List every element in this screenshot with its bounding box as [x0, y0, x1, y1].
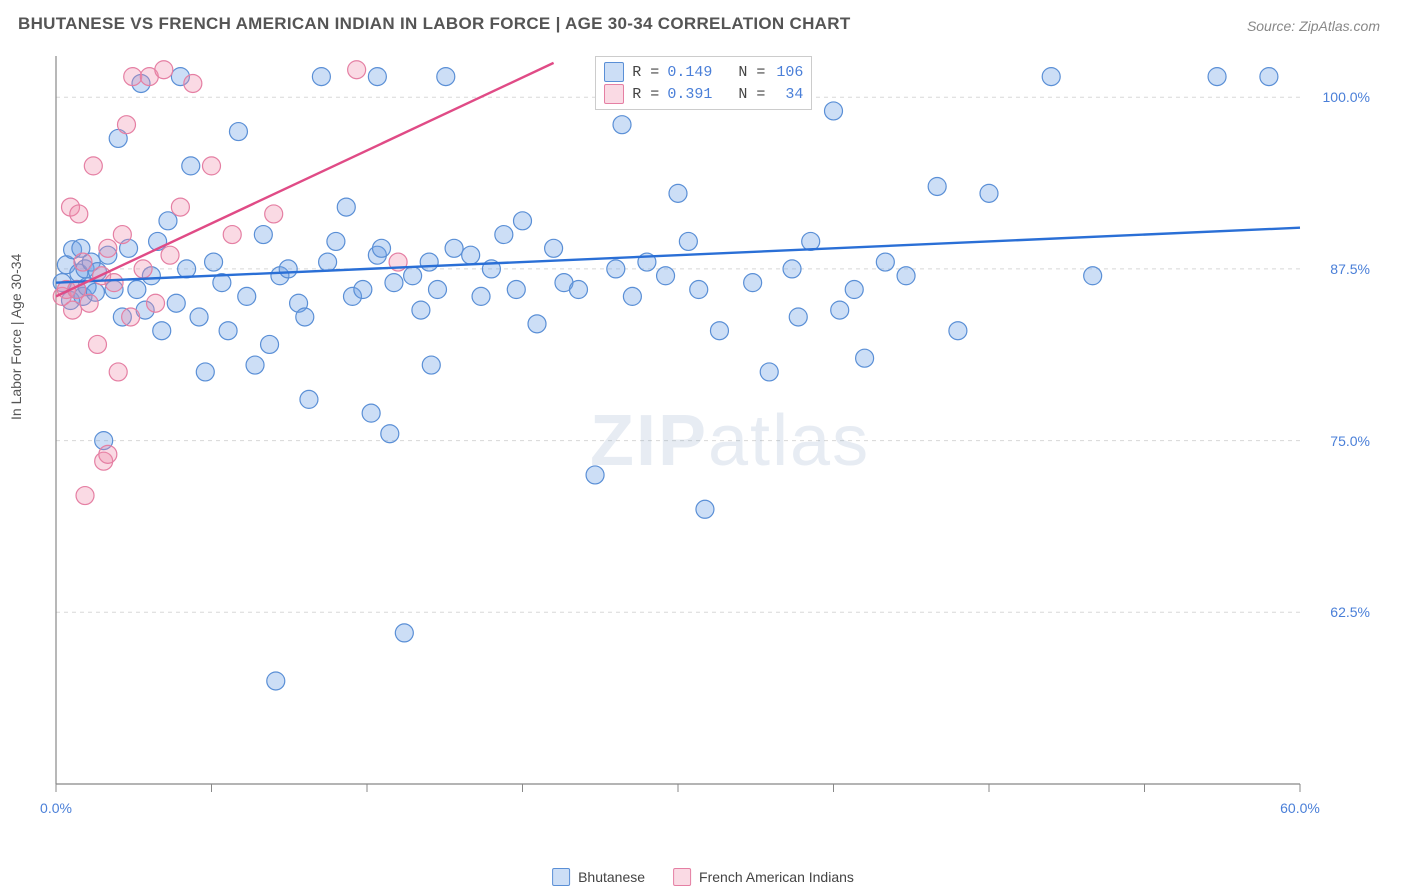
- y-tick-label: 100.0%: [1323, 89, 1370, 105]
- y-axis-label: In Labor Force | Age 30-34: [8, 254, 24, 420]
- y-tick-label: 87.5%: [1330, 261, 1370, 277]
- stats-row: R = 0.149 N = 106: [604, 61, 803, 83]
- legend-item-french-american-indians: French American Indians: [673, 868, 854, 886]
- stats-square-icon: [604, 84, 624, 104]
- y-tick-label: 75.0%: [1330, 433, 1370, 449]
- x-tick-label: 60.0%: [1280, 800, 1320, 816]
- scatter-chart: [50, 50, 1380, 820]
- x-tick-label: 0.0%: [40, 800, 72, 816]
- bottom-legend: Bhutanese French American Indians: [552, 868, 854, 886]
- legend-square-icon: [552, 868, 570, 886]
- source-attribution: Source: ZipAtlas.com: [1247, 18, 1380, 34]
- stats-row: R = 0.391 N = 34: [604, 83, 803, 105]
- plot-area: ZIPatlas R = 0.149 N = 106R = 0.391 N = …: [50, 50, 1380, 820]
- stats-square-icon: [604, 62, 624, 82]
- legend-label: Bhutanese: [578, 869, 645, 885]
- chart-title: BHUTANESE VS FRENCH AMERICAN INDIAN IN L…: [18, 14, 851, 34]
- correlation-stats-box: R = 0.149 N = 106R = 0.391 N = 34: [595, 56, 812, 110]
- legend-item-bhutanese: Bhutanese: [552, 868, 645, 886]
- legend-label: French American Indians: [699, 869, 854, 885]
- legend-square-icon: [673, 868, 691, 886]
- y-tick-label: 62.5%: [1330, 604, 1370, 620]
